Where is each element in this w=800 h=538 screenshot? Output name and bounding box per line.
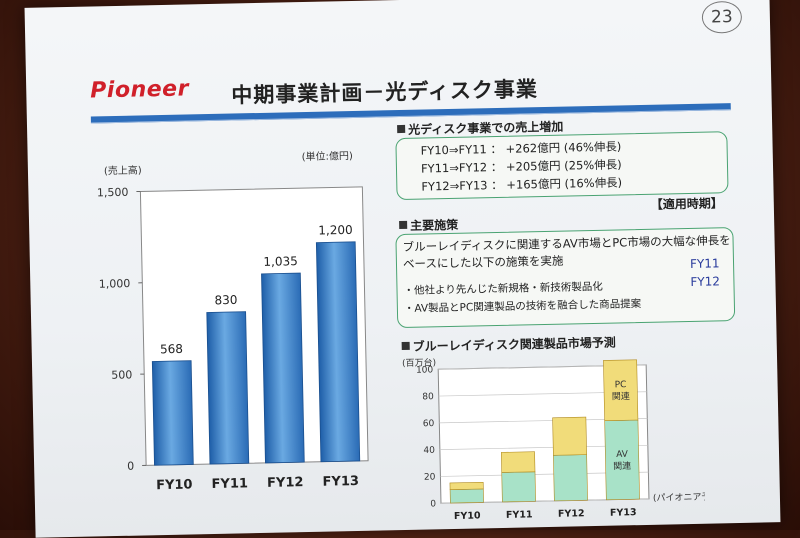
- measures-intro: ベースにした以下の施策を実施: [403, 253, 564, 272]
- y-tick-label: 60: [423, 419, 435, 429]
- av-segment: [553, 455, 587, 501]
- pc-segment: [553, 417, 587, 455]
- bar-value-label: 1,200: [318, 223, 353, 238]
- revenue-bar: [207, 312, 249, 464]
- y-tick-label: 0: [430, 499, 436, 509]
- sales-increase-line: FY10⇒FY11 ： +262億円 (46%伸長): [420, 138, 621, 158]
- y-tick-label: 40: [423, 446, 435, 456]
- pioneer-logo: Pioneer: [90, 76, 189, 103]
- measures-heading: 主要施策: [399, 216, 458, 234]
- revenue-bar: [316, 242, 359, 462]
- revenue-bar: [152, 361, 193, 466]
- measures-box: ブルーレイディスクに関連するAV市場とPC市場の大幅な伸長を ベースにした以下の…: [395, 227, 735, 328]
- av-series-label: AV: [616, 450, 629, 460]
- bullet-square-icon: [397, 125, 405, 133]
- pc-series-label: 関連: [612, 390, 630, 402]
- slide-title: 中期事業計画－光ディスク事業: [231, 73, 538, 109]
- x-tick-label: FY13: [610, 507, 637, 519]
- measure-period: FY12: [690, 274, 720, 289]
- x-tick-label: FY12: [267, 475, 304, 491]
- x-tick-label: FY10: [156, 477, 193, 493]
- x-tick-label: FY11: [506, 509, 533, 521]
- x-tick-label: FY10: [454, 510, 481, 522]
- y-tick-label: 0: [127, 460, 134, 473]
- pc-segment: [501, 452, 535, 473]
- y-tick-label: 1,000: [99, 277, 131, 291]
- bar-value-label: 568: [160, 342, 183, 356]
- x-tick-label: FY11: [211, 476, 248, 492]
- av-series-label: 関連: [613, 460, 631, 472]
- av-segment: [450, 489, 484, 503]
- y-tick-label: 1,500: [97, 186, 129, 200]
- presentation-slide: 23 Pioneer 中期事業計画－光ディスク事業 (単位:億円) (売上高)0…: [25, 0, 781, 538]
- y-axis-label: (売上高): [104, 163, 142, 177]
- av-segment: [502, 472, 536, 502]
- measure-item: ・AV製品とPC関連製品の技術を融合した商品提案: [404, 296, 642, 316]
- x-tick-label: FY13: [322, 474, 359, 490]
- sales-increase-line: FY12⇒FY13 ： +165億円 (16%伸長): [421, 174, 622, 194]
- measure-item: ・他社より先んじた新規格・新技術製品化: [403, 279, 603, 298]
- bullet-square-icon: [399, 221, 407, 229]
- pc-series-label: PC: [615, 380, 627, 390]
- sales-increase-box: FY10⇒FY11 ： +262億円 (46%伸長) FY11⇒FY12 ： +…: [395, 131, 728, 200]
- source-note: (パイオニア予測): [653, 490, 706, 503]
- y-tick-label: 500: [111, 368, 132, 381]
- y-tick-label: 100: [416, 365, 434, 375]
- bar-value-label: 1,035: [263, 254, 298, 269]
- y-tick-label: 80: [422, 392, 434, 402]
- revenue-chart-svg: (売上高) 0 500 1,000 1,500 568 FY10 830 FY11 1,035 FY…: [91, 126, 387, 502]
- measure-period: FY11: [690, 256, 720, 271]
- application-period-label: 【適用時期】: [651, 194, 723, 213]
- measures-intro: ブルーレイディスクに関連するAV市場とPC市場の大幅な伸長を: [402, 232, 730, 255]
- bullet-square-icon: [402, 342, 410, 350]
- sales-increase-line: FY11⇒FY12 ： +205億円 (25%伸長): [421, 156, 622, 176]
- x-tick-label: FY12: [558, 508, 585, 520]
- y-tick-label: 20: [424, 473, 436, 483]
- page-number: 23: [702, 1, 743, 34]
- pc-segment: [450, 482, 483, 489]
- revenue-bar: [261, 273, 304, 463]
- bar-value-label: 830: [214, 293, 237, 307]
